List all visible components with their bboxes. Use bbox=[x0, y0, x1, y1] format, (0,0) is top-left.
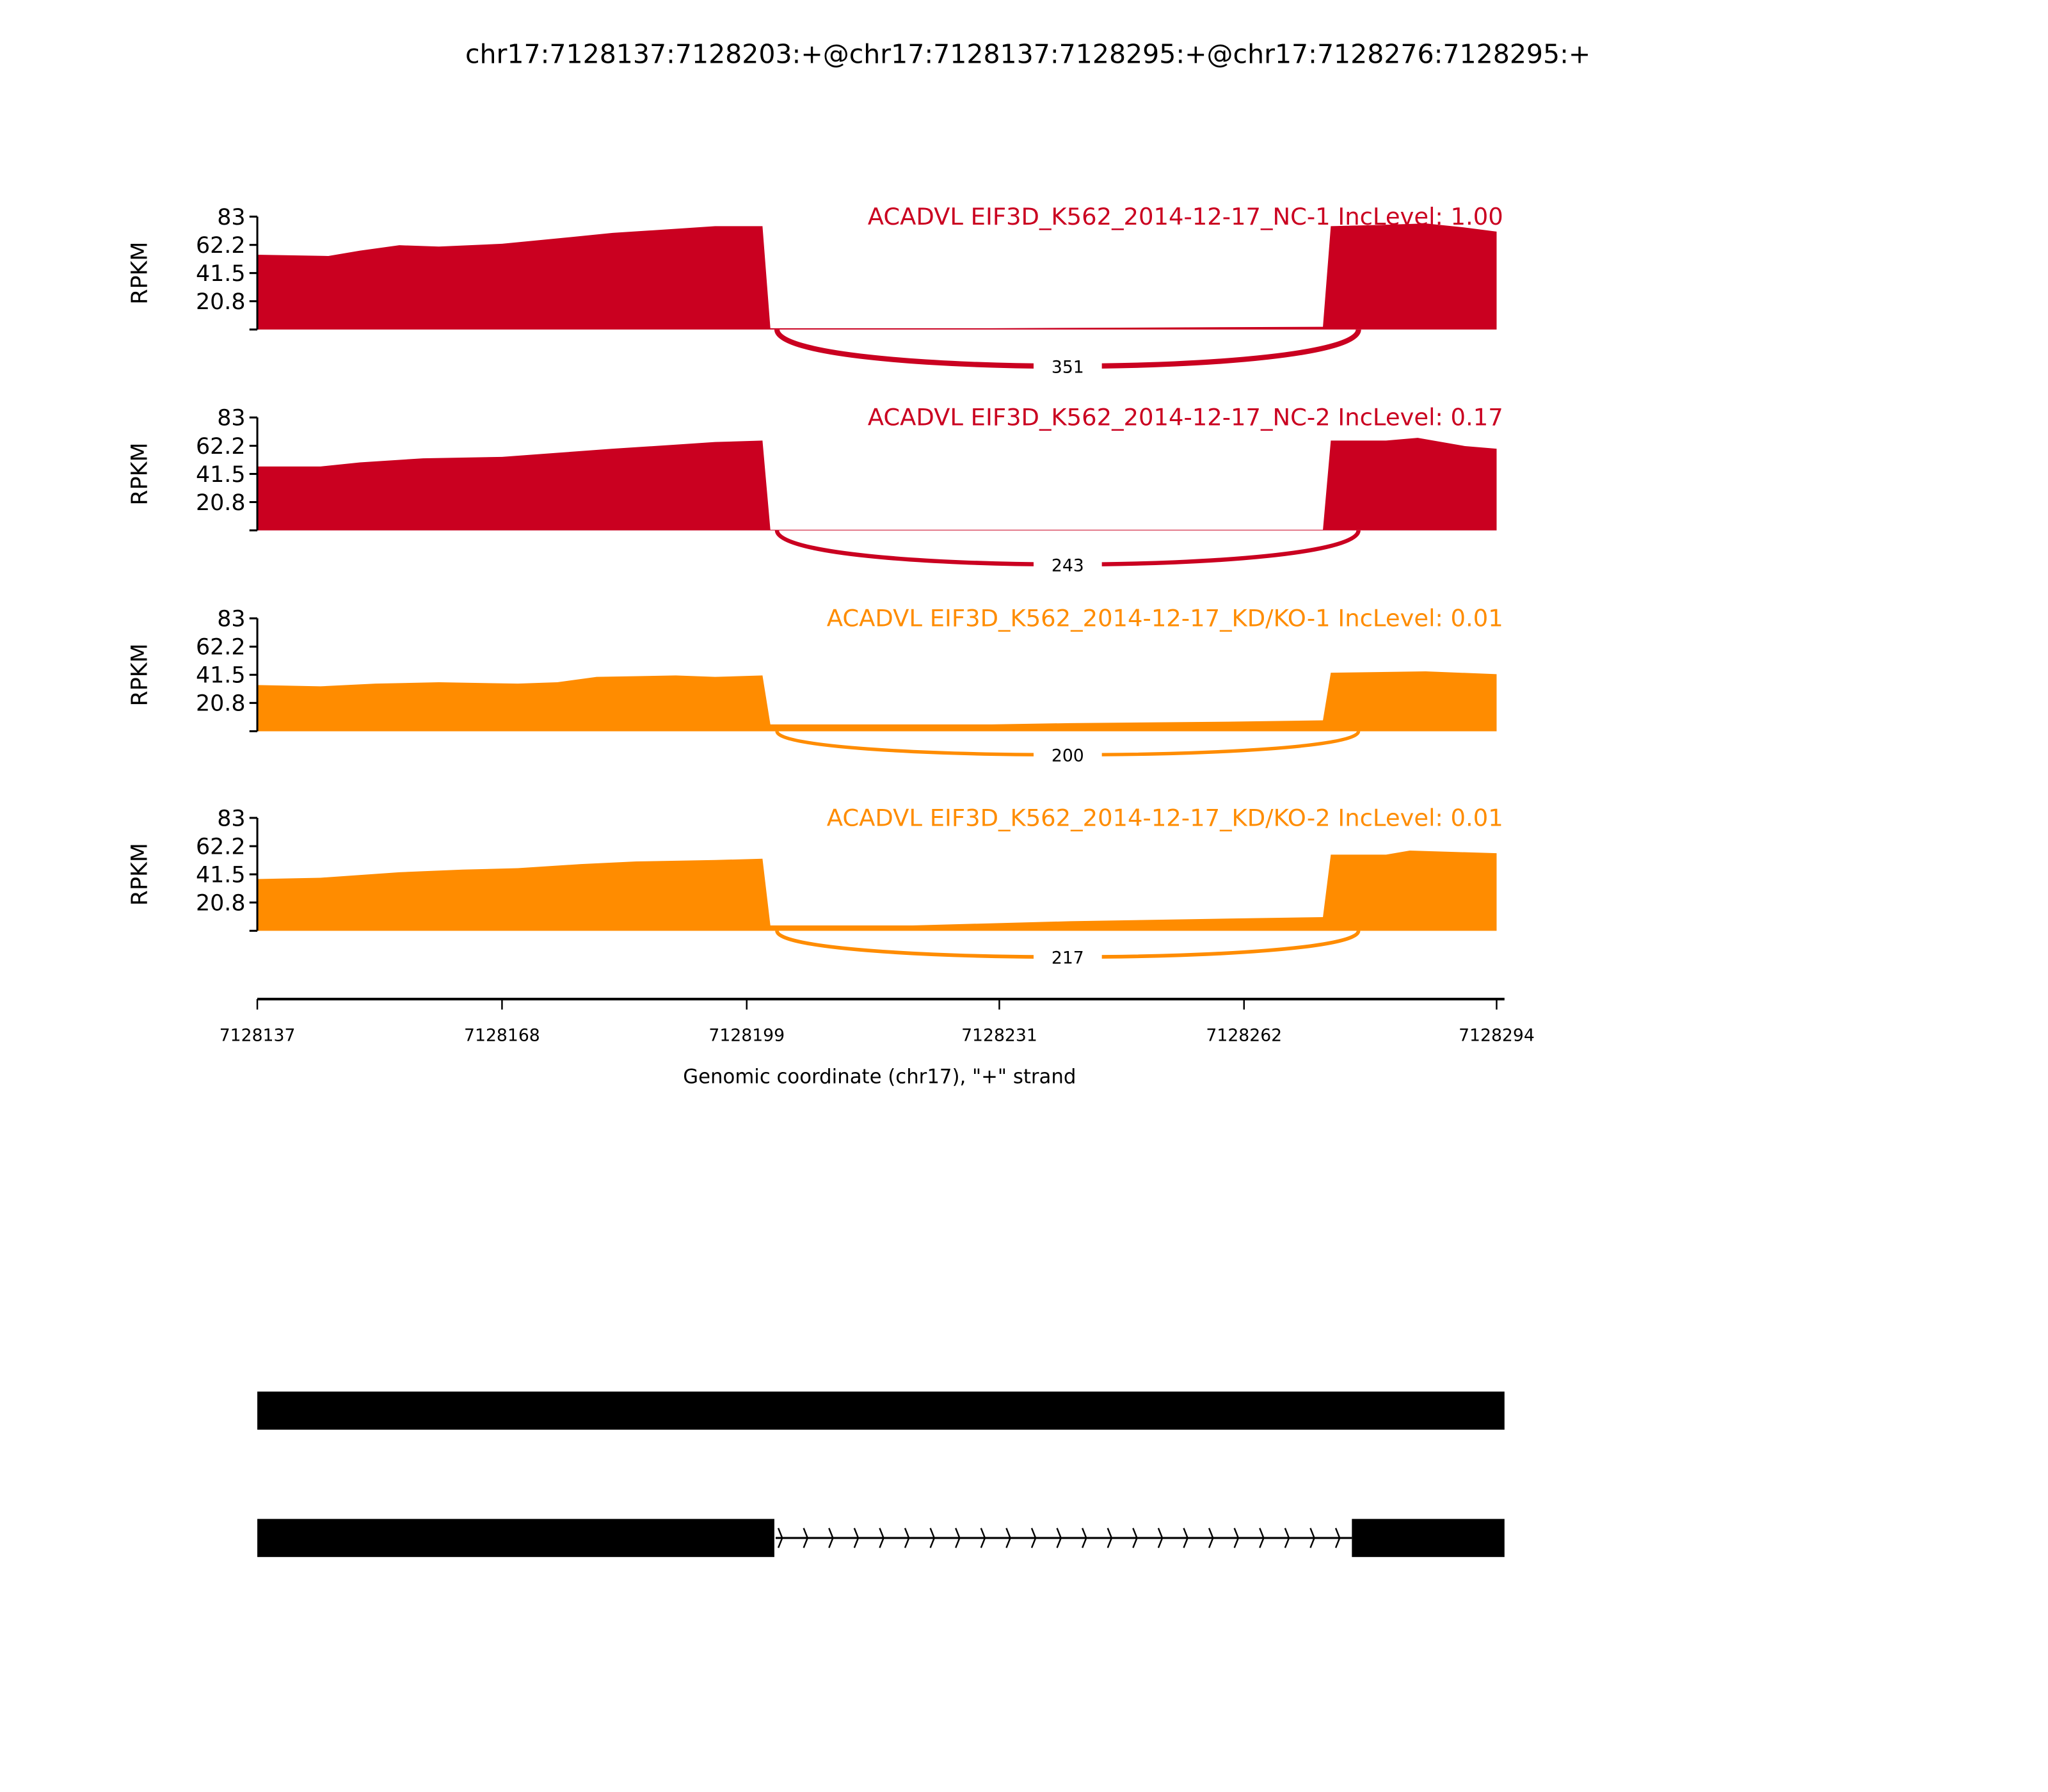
y-tick-label: 62.2 bbox=[196, 834, 246, 860]
x-tick-label: 7128231 bbox=[961, 1026, 1037, 1046]
strand-arrow-icon bbox=[1056, 1528, 1062, 1548]
transcript bbox=[257, 1391, 1505, 1430]
strand-arrow-icon bbox=[803, 1528, 809, 1548]
y-tick-label: 83 bbox=[217, 406, 245, 431]
strand-arrow-icon bbox=[1030, 1528, 1037, 1548]
strand-arrow-icon bbox=[1259, 1528, 1265, 1548]
strand-arrow-icon bbox=[1334, 1528, 1341, 1548]
track-label: ACADVL EIF3D_K562_2014-12-17_NC-2 IncLev… bbox=[868, 404, 1503, 431]
coverage-track: 20.841.5 62.2 83 RPKM ACADVL EIF3D_K562_2014… bbox=[127, 604, 1503, 767]
y-tick-label: 41.5 bbox=[196, 663, 246, 689]
y-tick-label: 83 bbox=[217, 806, 245, 831]
y-tick-label: 41.5 bbox=[196, 862, 246, 888]
junction-count: 200 bbox=[1052, 746, 1084, 766]
coverage-track: 20.841.562.2 83 RPKM ACADVL EIF3D_K562_2014… bbox=[127, 404, 1503, 577]
junction-count: 217 bbox=[1052, 948, 1084, 968]
y-tick-label: 62.2 bbox=[196, 635, 246, 660]
junction-count: 243 bbox=[1052, 556, 1084, 575]
strand-arrow-icon bbox=[904, 1528, 910, 1548]
y-tick-label: 41.5 bbox=[196, 462, 246, 488]
y-tick-label: 20.8 bbox=[196, 691, 246, 717]
gene-models bbox=[257, 1391, 1505, 1557]
track-label: ACADVL EIF3D_K562_2014-12-17_NC-1 IncLev… bbox=[868, 203, 1503, 230]
junction-label-bg bbox=[1033, 743, 1102, 767]
strand-arrow-icon bbox=[853, 1528, 860, 1548]
strand-arrow-icon bbox=[929, 1528, 936, 1548]
y-tick-label: 20.8 bbox=[196, 890, 246, 916]
y-tick-label: 41.5 bbox=[196, 261, 246, 287]
strand-arrow-icon bbox=[1309, 1528, 1315, 1548]
strand-arrow-icon bbox=[1005, 1528, 1011, 1548]
strand-arrow-icon bbox=[879, 1528, 884, 1548]
transcript bbox=[257, 1519, 1505, 1557]
y-tick-label: 62.2 bbox=[196, 233, 246, 259]
y-tick-label: 62.2 bbox=[196, 434, 246, 460]
track-label: ACADVL EIF3D_K562_2014-12-17_KD/KO-2 Inc… bbox=[827, 804, 1503, 831]
y-axis-label: RPKM bbox=[127, 843, 153, 906]
coverage-track: 20.841.562.2 83 RPKM ACADVL EIF3D_K562_2014… bbox=[127, 203, 1503, 378]
strand-arrow-icon bbox=[1233, 1528, 1240, 1548]
y-axis-label: RPKM bbox=[127, 442, 153, 505]
x-tick-label: 7128199 bbox=[708, 1026, 785, 1046]
figure-title: chr17:7128137:7128203:+@chr17:7128137:71… bbox=[465, 38, 1590, 69]
y-tick-label: 20.8 bbox=[196, 490, 246, 516]
strand-arrow-icon bbox=[828, 1528, 834, 1548]
strand-arrow-icon bbox=[1208, 1528, 1214, 1548]
x-tick-label: 7128262 bbox=[1206, 1026, 1282, 1046]
strand-arrow-icon bbox=[980, 1528, 986, 1548]
y-tick-label: 83 bbox=[217, 205, 245, 230]
strand-arrow-icon bbox=[1284, 1528, 1290, 1548]
y-tick-label: 20.8 bbox=[196, 289, 246, 315]
y-axis-label: RPKM bbox=[127, 242, 153, 305]
junction-label-bg bbox=[1033, 552, 1102, 577]
x-axis-label: Genomic coordinate (chr17), "+" strand bbox=[683, 1065, 1076, 1088]
strand-arrow-icon bbox=[1157, 1528, 1164, 1548]
coverage-area bbox=[257, 671, 1497, 732]
coverage-area bbox=[257, 851, 1497, 931]
y-axis-label: RPKM bbox=[127, 643, 153, 706]
x-tick-label: 7128168 bbox=[464, 1026, 540, 1046]
junction-label-bg bbox=[1033, 945, 1102, 969]
y-tick-label: 83 bbox=[217, 606, 245, 632]
x-axis: 7128137 7128168 7128199 7128231 7128262 71282… bbox=[220, 997, 1535, 1046]
coverage-area bbox=[257, 438, 1497, 531]
strand-arrow-icon bbox=[1082, 1528, 1087, 1548]
x-tick-label: 7128137 bbox=[220, 1026, 296, 1046]
strand-arrow-icon bbox=[1132, 1528, 1138, 1548]
strand-arrow-icon bbox=[1183, 1528, 1188, 1548]
x-tick-label: 7128294 bbox=[1459, 1026, 1535, 1046]
track-label: ACADVL EIF3D_K562_2014-12-17_KD/KO-1 Inc… bbox=[827, 604, 1503, 632]
strand-arrow-icon bbox=[777, 1528, 783, 1548]
exon-block bbox=[257, 1519, 774, 1557]
exon-block bbox=[1352, 1519, 1505, 1557]
strand-arrow-icon bbox=[1107, 1528, 1113, 1548]
junction-label-bg bbox=[1033, 354, 1102, 378]
junction-count: 351 bbox=[1052, 358, 1084, 378]
exon-block bbox=[257, 1391, 1505, 1430]
coverage-area bbox=[257, 223, 1497, 330]
coverage-track: 20.841.562.2 83 RPKM ACADVL EIF3D_K562_2014… bbox=[127, 804, 1503, 969]
strand-arrow-icon bbox=[955, 1528, 961, 1548]
